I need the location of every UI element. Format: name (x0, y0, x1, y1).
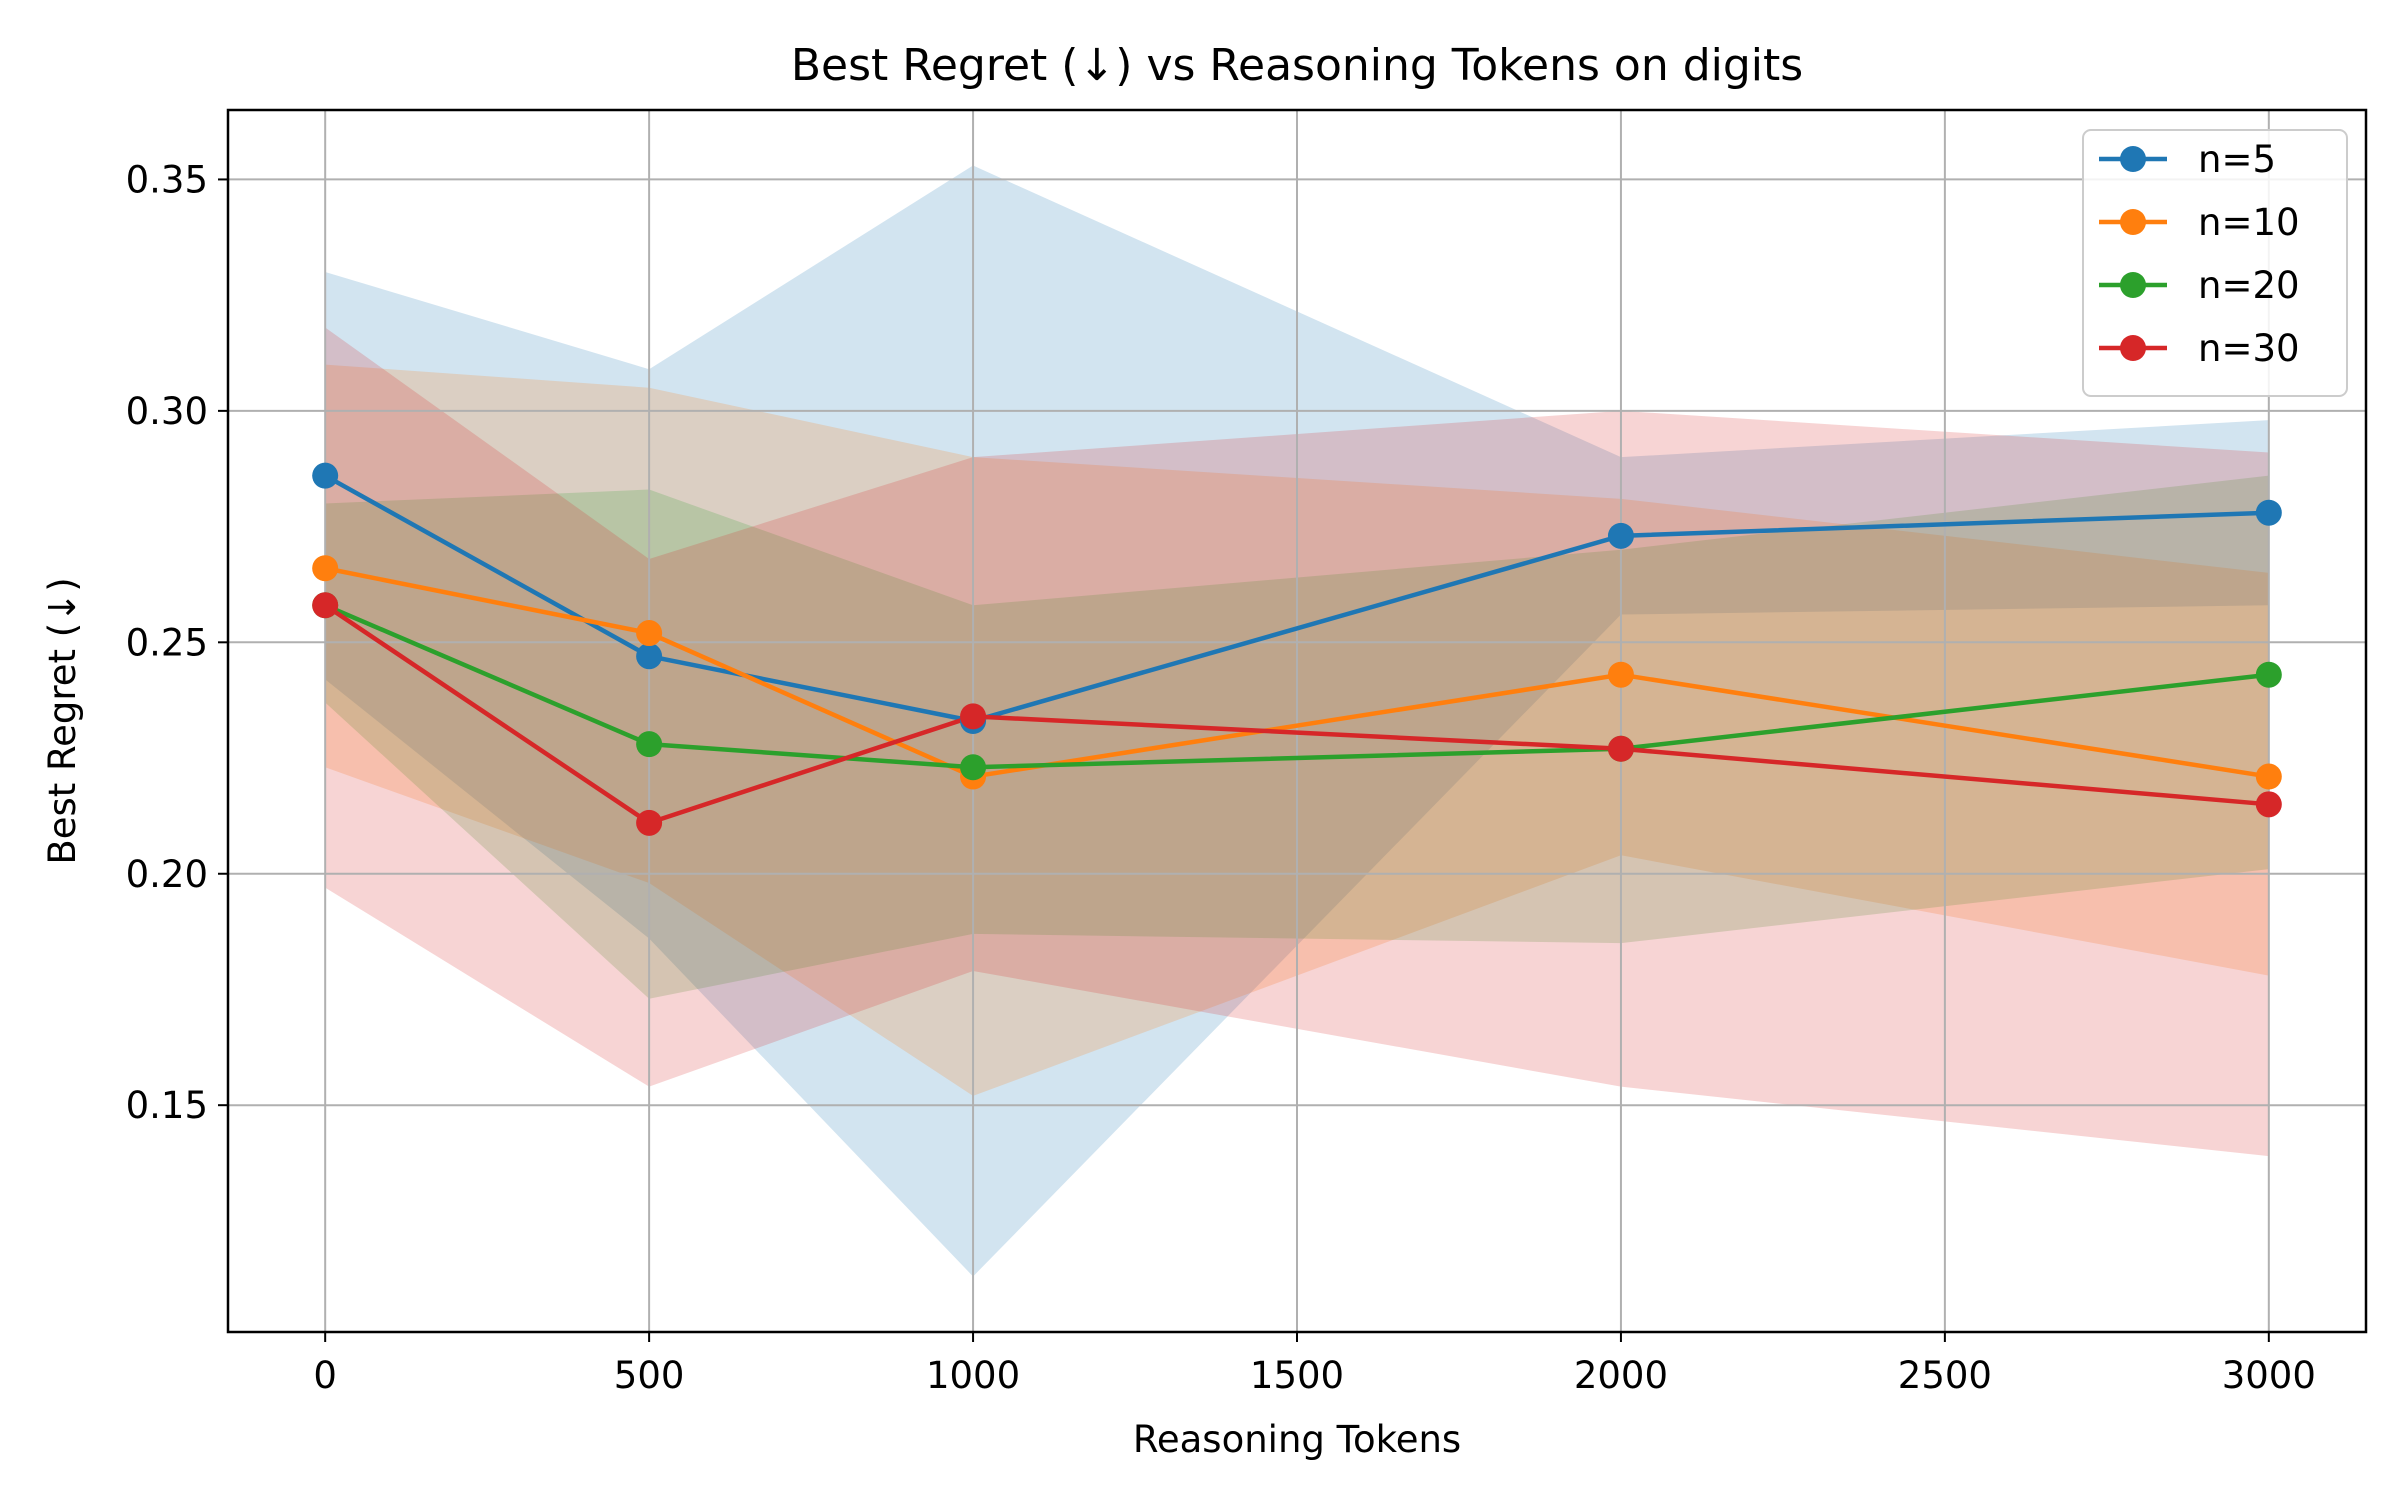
series-3-point-1 (636, 809, 663, 836)
series-2-point-1 (636, 731, 663, 758)
x-tick-label-2: 1000 (926, 1354, 1020, 1397)
series-0-point-3 (1607, 522, 1634, 549)
x-axis-ticks: 0 500 1000 1500 2000 2500 3000 (313, 1332, 2316, 1397)
series-0-point-0 (312, 462, 339, 489)
x-axis-label: Reasoning Tokens (1133, 1418, 1461, 1461)
legend-marker-2 (2120, 272, 2146, 298)
series-0-point-4 (2255, 499, 2282, 526)
series-3-point-4 (2255, 791, 2282, 818)
x-tick-label-5: 2500 (1898, 1354, 1992, 1397)
series-0-point-1 (636, 643, 663, 670)
legend-marker-0 (2120, 146, 2146, 172)
x-tick-label-6: 3000 (2222, 1354, 2316, 1397)
series-1-point-4 (2255, 763, 2282, 790)
x-tick-label-1: 500 (614, 1354, 685, 1397)
x-tick-label-3: 1500 (1250, 1354, 1344, 1397)
series-3-point-2 (960, 703, 987, 730)
legend-marker-1 (2120, 209, 2146, 235)
series-points (312, 462, 2282, 836)
series-3-point-3 (1607, 735, 1634, 762)
series-1-point-0 (312, 555, 339, 582)
legend-label-1: n=10 (2198, 201, 2300, 244)
series-3-point-0 (312, 592, 339, 619)
x-tick-label-4: 2000 (1574, 1354, 1668, 1397)
y-tick-label-1: 0.20 (126, 853, 208, 896)
y-tick-label-0: 0.15 (126, 1084, 208, 1127)
y-tick-label-3: 0.30 (126, 390, 208, 433)
x-tick-label-0: 0 (313, 1354, 337, 1397)
legend-marker-3 (2120, 335, 2146, 361)
legend-box (2082, 129, 2348, 397)
y-axis-label: Best Regret (↓) (41, 577, 84, 864)
series-1-point-3 (1607, 661, 1634, 688)
y-tick-label-4: 0.35 (126, 158, 208, 201)
legend-label-2: n=20 (2198, 264, 2300, 307)
legend-label-3: n=30 (2198, 327, 2300, 370)
y-axis-ticks: 0.15 0.20 0.25 0.30 0.35 (126, 158, 228, 1127)
grid-lines (228, 110, 2366, 1332)
legend-label-0: n=5 (2198, 138, 2276, 181)
chart-title: Best Regret (↓) vs Reasoning Tokens on d… (791, 40, 1803, 91)
y-tick-label-2: 0.25 (126, 621, 208, 664)
legend: n=5 n=10 n=20 n=30 (2082, 129, 2348, 397)
series-1-point-1 (636, 620, 663, 647)
series-2-point-2 (960, 754, 987, 781)
series-2-point-4 (2255, 661, 2282, 688)
